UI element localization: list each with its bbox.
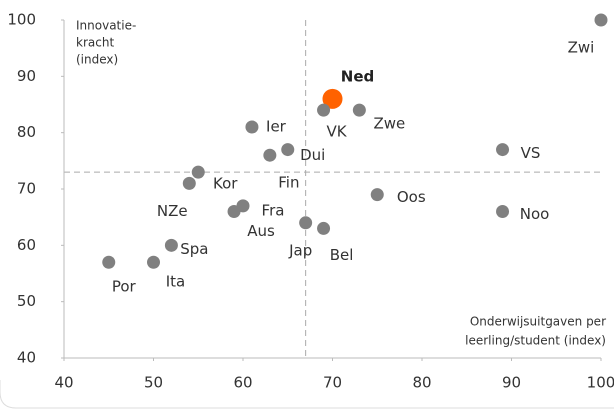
point bbox=[102, 255, 116, 269]
point bbox=[182, 176, 196, 190]
y-tick-label: 100 bbox=[7, 11, 36, 29]
point bbox=[322, 88, 343, 109]
point bbox=[496, 205, 510, 219]
point bbox=[352, 103, 366, 117]
point bbox=[281, 143, 295, 157]
point-label: NZe bbox=[157, 202, 188, 220]
x-axis-label: Onderwijsuitgaven per bbox=[470, 315, 606, 329]
x-tick-label: 80 bbox=[412, 374, 431, 392]
point bbox=[164, 238, 178, 252]
x-tick-label: 70 bbox=[323, 374, 342, 392]
point bbox=[191, 165, 205, 179]
point-label: Kor bbox=[213, 175, 238, 193]
point-label: Noo bbox=[520, 205, 550, 223]
x-tick-label: 90 bbox=[502, 374, 521, 392]
point-label: Dui bbox=[300, 146, 325, 164]
point-label: Ier bbox=[266, 118, 287, 136]
x-tick-label: 40 bbox=[54, 374, 73, 392]
point bbox=[496, 143, 510, 157]
x-tick-label: 60 bbox=[233, 374, 252, 392]
point-label: VS bbox=[521, 144, 541, 162]
point-label: Ita bbox=[166, 273, 186, 291]
y-tick-label: 70 bbox=[17, 180, 36, 198]
point-label: Oos bbox=[397, 188, 426, 206]
frame bbox=[0, 380, 614, 409]
point-label: Fin bbox=[278, 174, 299, 192]
point bbox=[299, 216, 313, 230]
point bbox=[370, 188, 384, 202]
point bbox=[263, 148, 277, 162]
point-label: Fra bbox=[262, 201, 285, 219]
x-tick-label: 50 bbox=[144, 374, 163, 392]
point-label: Aus bbox=[247, 222, 275, 240]
point-label: Ned bbox=[341, 67, 374, 85]
y-tick-label: 80 bbox=[17, 123, 36, 141]
point bbox=[317, 221, 331, 235]
y-tick-label: 40 bbox=[17, 349, 36, 367]
point-label: Zwe bbox=[373, 115, 405, 133]
point-label: Bel bbox=[330, 246, 354, 264]
point bbox=[594, 13, 608, 27]
point bbox=[227, 205, 241, 219]
point bbox=[147, 255, 160, 269]
point-label: Spa bbox=[180, 240, 208, 258]
point bbox=[317, 103, 331, 117]
y-axis-label: (index) bbox=[76, 53, 118, 67]
y-axis-label: kracht bbox=[76, 36, 114, 50]
x-tick-label: 100 bbox=[587, 374, 614, 392]
point-label: VK bbox=[326, 123, 347, 141]
y-tick-label: 50 bbox=[17, 292, 36, 310]
point-label: Por bbox=[112, 278, 137, 296]
point-label: Jap bbox=[288, 241, 312, 259]
y-tick-label: 90 bbox=[17, 67, 36, 85]
point-label: Zwi bbox=[568, 39, 595, 57]
y-axis-label: Innovatie- bbox=[76, 19, 136, 33]
y-tick-label: 60 bbox=[17, 236, 36, 254]
point bbox=[245, 120, 259, 134]
x-axis-label: leerling/student (index) bbox=[465, 334, 606, 348]
